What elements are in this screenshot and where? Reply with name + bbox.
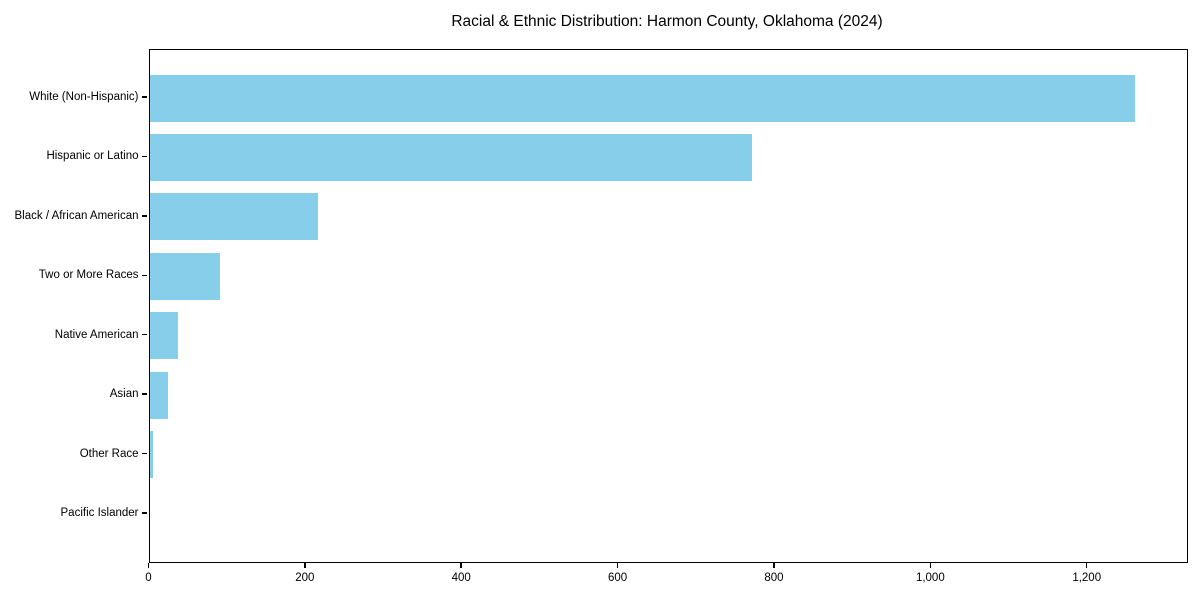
x-tick-mark bbox=[1085, 562, 1088, 568]
x-tick-mark bbox=[773, 562, 775, 568]
y-tick-mark bbox=[142, 333, 147, 336]
y-tick-label: Two or More Races bbox=[38, 269, 139, 282]
bar-two-or-more-races bbox=[149, 252, 220, 300]
x-tick-label: 1,000 bbox=[915, 572, 945, 584]
x-tick-label: 0 bbox=[145, 572, 152, 584]
y-tick-label: Other Race bbox=[79, 447, 139, 460]
x-tick-mark bbox=[460, 562, 462, 568]
x-tick-label: 200 bbox=[295, 572, 315, 584]
x-tick-label: 400 bbox=[451, 572, 471, 584]
bar-asian bbox=[149, 371, 169, 419]
x-tick-label: 800 bbox=[764, 572, 784, 584]
x-tick-mark bbox=[616, 562, 619, 568]
y-tick-mark bbox=[142, 96, 147, 98]
bar-white-non-hispanic bbox=[149, 74, 1135, 122]
plot-area bbox=[148, 49, 1188, 563]
bar-hispanic-or-latino bbox=[149, 133, 752, 181]
x-tick-mark bbox=[304, 562, 306, 568]
y-tick-mark bbox=[142, 452, 147, 455]
y-tick-label: Asian bbox=[109, 388, 139, 401]
y-tick-mark bbox=[142, 155, 147, 158]
y-tick-label: Black / African American bbox=[14, 209, 139, 222]
y-tick-mark bbox=[142, 512, 147, 514]
y-tick-mark bbox=[142, 393, 147, 395]
y-tick-mark bbox=[142, 215, 147, 217]
chart-title: Racial & Ethnic Distribution: Harmon Cou… bbox=[451, 13, 883, 30]
y-tick-label: Pacific Islander bbox=[60, 507, 139, 519]
x-tick-mark bbox=[147, 562, 150, 568]
bar-black-african-american bbox=[149, 193, 318, 241]
y-tick-label: Native American bbox=[54, 328, 139, 341]
y-tick-label: Hispanic or Latino bbox=[46, 150, 139, 163]
y-tick-mark bbox=[142, 274, 147, 277]
bar-other-race bbox=[149, 431, 153, 479]
x-tick-label: 600 bbox=[608, 572, 628, 584]
bar-native-american bbox=[149, 312, 179, 360]
x-tick-label: 1,200 bbox=[1072, 572, 1102, 584]
y-tick-label: White (Non-Hispanic) bbox=[29, 91, 139, 103]
x-tick-mark bbox=[929, 562, 932, 568]
